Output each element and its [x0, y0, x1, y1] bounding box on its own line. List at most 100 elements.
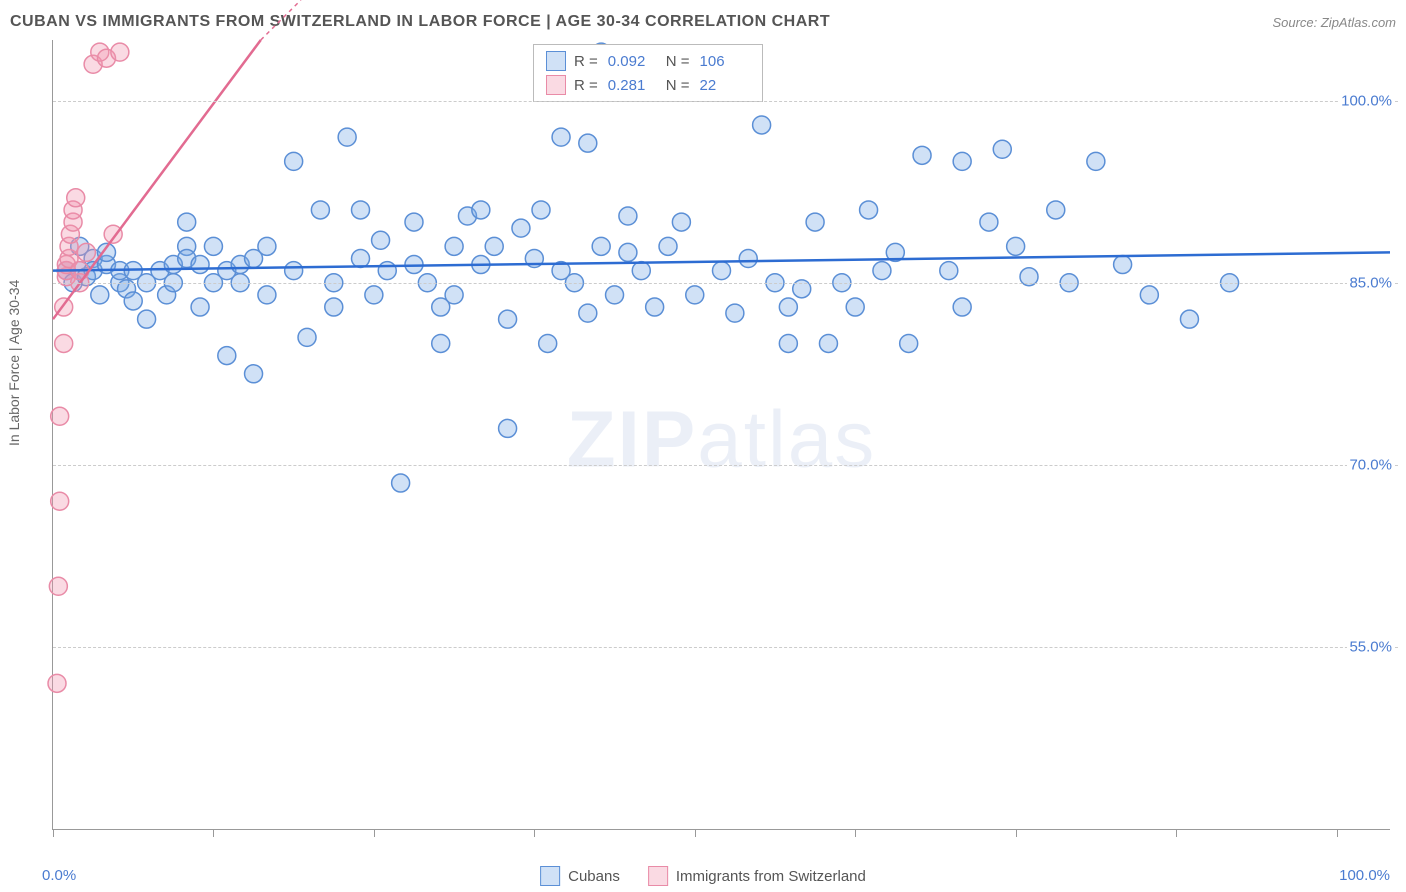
r-value-cubans: 0.092: [608, 53, 650, 70]
data-point: [48, 674, 66, 692]
data-point: [392, 474, 410, 492]
x-tick: [1337, 829, 1338, 837]
data-point: [672, 213, 690, 231]
y-tick-label: 55.0%: [1347, 638, 1394, 655]
r-value-swiss: 0.281: [608, 77, 650, 94]
data-point: [753, 116, 771, 134]
x-tick: [374, 829, 375, 837]
data-point: [311, 201, 329, 219]
data-point: [372, 231, 390, 249]
chart-container: CUBAN VS IMMIGRANTS FROM SWITZERLAND IN …: [0, 0, 1406, 892]
data-point: [1047, 201, 1065, 219]
data-point: [67, 189, 85, 207]
n-label: N =: [666, 77, 690, 94]
data-point: [686, 286, 704, 304]
chart-title: CUBAN VS IMMIGRANTS FROM SWITZERLAND IN …: [10, 13, 830, 31]
gridline: [53, 647, 1398, 648]
swatch-swiss: [546, 75, 566, 95]
data-point: [646, 298, 664, 316]
data-point: [1007, 237, 1025, 255]
x-tick: [53, 829, 54, 837]
data-point: [819, 334, 837, 352]
x-tick: [213, 829, 214, 837]
data-point: [632, 262, 650, 280]
plot-svg: [53, 40, 1390, 829]
data-point: [579, 304, 597, 322]
data-point: [499, 310, 517, 328]
data-point: [579, 134, 597, 152]
gridline: [53, 465, 1398, 466]
data-point: [713, 262, 731, 280]
data-point: [499, 419, 517, 437]
data-point: [51, 407, 69, 425]
data-point: [619, 243, 637, 261]
n-value-cubans: 106: [700, 53, 742, 70]
data-point: [953, 298, 971, 316]
data-point: [138, 310, 156, 328]
y-axis-title: In Labor Force | Age 30-34: [6, 280, 22, 446]
data-point: [432, 334, 450, 352]
data-point: [659, 237, 677, 255]
data-point: [405, 213, 423, 231]
y-tick-label: 85.0%: [1347, 274, 1394, 291]
data-point: [940, 262, 958, 280]
data-point: [779, 334, 797, 352]
data-point: [285, 262, 303, 280]
data-point: [338, 128, 356, 146]
data-point: [178, 213, 196, 231]
data-point: [779, 298, 797, 316]
data-point: [352, 249, 370, 267]
n-label: N =: [666, 53, 690, 70]
legend-swatch-swiss: [648, 866, 668, 886]
data-point: [846, 298, 864, 316]
r-label: R =: [574, 77, 598, 94]
legend-item-swiss: Immigrants from Switzerland: [648, 866, 866, 886]
data-point: [485, 237, 503, 255]
r-label: R =: [574, 53, 598, 70]
gridline: [53, 283, 1398, 284]
data-point: [1180, 310, 1198, 328]
data-point: [378, 262, 396, 280]
x-tick: [534, 829, 535, 837]
data-point: [993, 140, 1011, 158]
data-point: [55, 334, 73, 352]
data-point: [124, 292, 142, 310]
data-point: [739, 249, 757, 267]
data-point: [552, 128, 570, 146]
data-point: [806, 213, 824, 231]
data-point: [285, 152, 303, 170]
data-point: [592, 237, 610, 255]
data-point: [111, 43, 129, 61]
gridline: [53, 101, 1398, 102]
data-point: [1087, 152, 1105, 170]
source-label: Source: ZipAtlas.com: [1272, 15, 1396, 30]
data-point: [472, 201, 490, 219]
data-point: [980, 213, 998, 231]
data-point: [91, 286, 109, 304]
data-point: [1114, 256, 1132, 274]
data-point: [913, 146, 931, 164]
y-tick-label: 100.0%: [1339, 92, 1394, 109]
data-point: [532, 201, 550, 219]
title-bar: CUBAN VS IMMIGRANTS FROM SWITZERLAND IN …: [10, 8, 1396, 36]
data-point: [77, 243, 95, 261]
data-point: [49, 577, 67, 595]
legend-swatch-cubans: [540, 866, 560, 886]
x-axis-min-label: 0.0%: [42, 867, 76, 884]
legend-label-cubans: Cubans: [568, 868, 620, 885]
plot-area: ZIPatlas R = 0.092 N = 106 R = 0.281 N =…: [52, 40, 1390, 830]
data-point: [204, 237, 222, 255]
data-point: [445, 286, 463, 304]
data-point: [258, 237, 276, 255]
data-point: [365, 286, 383, 304]
stats-row-swiss: R = 0.281 N = 22: [546, 73, 750, 97]
data-point: [191, 256, 209, 274]
n-value-swiss: 22: [700, 77, 742, 94]
stats-row-cubans: R = 0.092 N = 106: [546, 49, 750, 73]
data-point: [539, 334, 557, 352]
y-tick-label: 70.0%: [1347, 456, 1394, 473]
data-point: [258, 286, 276, 304]
data-point: [726, 304, 744, 322]
x-tick: [855, 829, 856, 837]
stats-legend-box: R = 0.092 N = 106 R = 0.281 N = 22: [533, 44, 763, 102]
